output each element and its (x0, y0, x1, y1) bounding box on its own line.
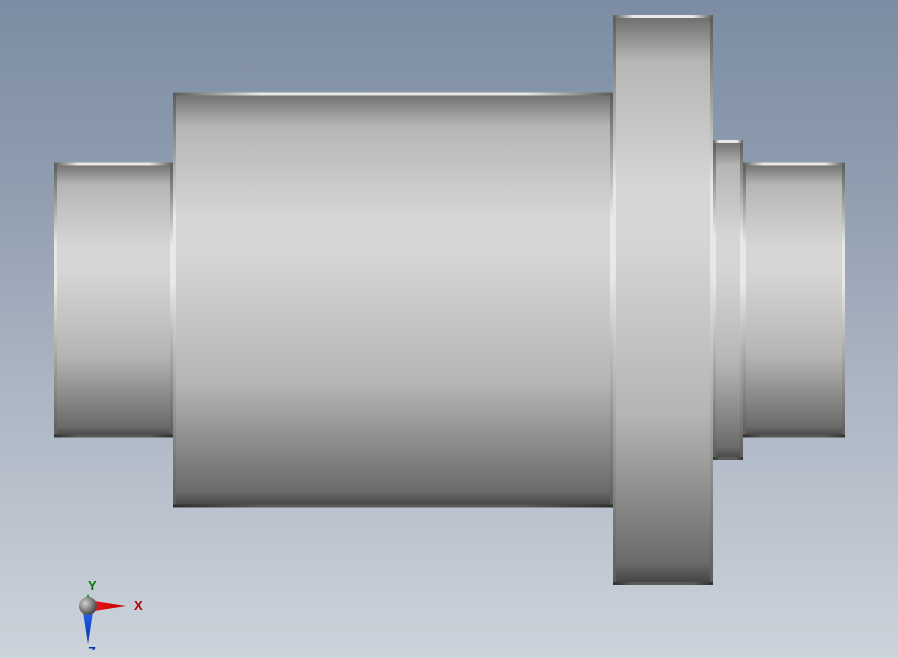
cylinder-face (173, 93, 613, 508)
edge-right-highlight (842, 163, 845, 438)
rim-bottom-highlight (713, 457, 743, 460)
rim-top-highlight (713, 140, 743, 143)
cylinder-face (743, 163, 845, 438)
axis-y-label: Y (88, 578, 97, 593)
cylinder-main-body[interactable] (173, 93, 613, 508)
rim-top-highlight (173, 93, 613, 96)
axis-x-label: X (134, 598, 143, 613)
cylinder-flange[interactable] (613, 15, 713, 585)
axis-z-label: Z (88, 644, 96, 650)
stepped-shaft-part[interactable] (0, 0, 898, 658)
cylinder-left-stub[interactable] (54, 163, 173, 438)
view-triad[interactable]: Y X Z (64, 570, 144, 650)
cylinder-right-step[interactable] (713, 140, 743, 460)
cad-viewport[interactable]: Y X Z (0, 0, 898, 658)
rim-top-highlight (743, 163, 845, 166)
triad-origin-sphere[interactable] (79, 597, 97, 615)
edge-left-highlight (713, 140, 716, 460)
edge-left-highlight (743, 163, 746, 438)
edge-left-highlight (613, 15, 616, 585)
rim-bottom-highlight (54, 435, 173, 438)
cylinder-face (613, 15, 713, 585)
edge-left-highlight (54, 163, 57, 438)
rim-bottom-highlight (743, 435, 845, 438)
rim-bottom-highlight (173, 505, 613, 508)
rim-top-highlight (613, 15, 713, 18)
cylinder-right-stub[interactable] (743, 163, 845, 438)
rim-bottom-highlight (613, 582, 713, 585)
cylinder-face (54, 163, 173, 438)
rim-top-highlight (54, 163, 173, 166)
edge-left-highlight (173, 93, 176, 508)
cylinder-face (713, 140, 743, 460)
